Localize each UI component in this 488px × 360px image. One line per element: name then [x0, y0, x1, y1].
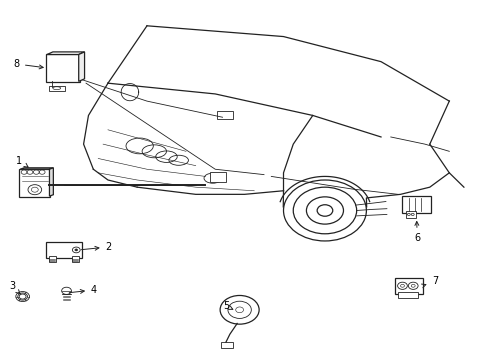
FancyBboxPatch shape [19, 168, 50, 197]
Text: 6: 6 [413, 221, 420, 243]
FancyBboxPatch shape [49, 86, 64, 91]
FancyBboxPatch shape [401, 197, 430, 213]
FancyBboxPatch shape [46, 54, 80, 82]
Text: 2: 2 [81, 242, 112, 252]
Text: 8: 8 [14, 59, 43, 69]
Polygon shape [49, 168, 53, 196]
FancyBboxPatch shape [220, 342, 233, 348]
FancyBboxPatch shape [209, 172, 226, 182]
FancyBboxPatch shape [46, 242, 82, 258]
Circle shape [75, 249, 78, 251]
FancyBboxPatch shape [49, 256, 56, 262]
Text: 7: 7 [421, 276, 438, 288]
Text: 4: 4 [69, 285, 97, 295]
Polygon shape [20, 168, 53, 169]
Text: 1: 1 [16, 156, 28, 167]
FancyBboxPatch shape [397, 292, 417, 298]
Polygon shape [47, 52, 84, 54]
FancyBboxPatch shape [394, 278, 423, 294]
Text: 5: 5 [223, 301, 232, 311]
FancyBboxPatch shape [72, 256, 79, 262]
Polygon shape [79, 52, 84, 81]
FancyBboxPatch shape [217, 111, 232, 120]
Text: 3: 3 [9, 282, 20, 294]
FancyBboxPatch shape [406, 211, 415, 218]
